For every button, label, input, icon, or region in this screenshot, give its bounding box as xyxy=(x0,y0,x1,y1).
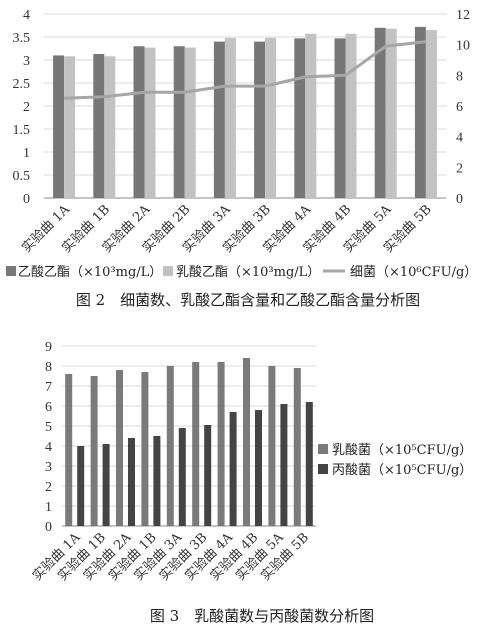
legend-swatch-lactate xyxy=(163,266,173,276)
bar-lactic-acid-bacteria xyxy=(90,376,98,526)
y-right-tick-label: 4 xyxy=(456,131,463,146)
bar-acetate xyxy=(414,26,426,198)
bar-lactate xyxy=(64,56,76,198)
bar-acetate xyxy=(173,46,185,199)
y-right-tick-label: 2 xyxy=(456,161,463,176)
y-tick-label: 1 xyxy=(45,500,52,515)
y-left-tick-label: 2.5 xyxy=(13,77,31,92)
bar-acetate xyxy=(53,55,65,199)
y-right-tick-label: 12 xyxy=(456,8,470,23)
bar-lactic-acid-bacteria xyxy=(166,366,174,526)
bar-acetate xyxy=(374,27,386,198)
y-right-tick-label: 8 xyxy=(456,69,463,84)
y-left-tick-label: 0 xyxy=(23,192,30,207)
y-right-tick-label: 6 xyxy=(456,100,463,115)
y-left-tick-label: 3.5 xyxy=(13,31,31,46)
bar-lactate xyxy=(385,28,397,198)
y-tick-label: 4 xyxy=(45,440,52,455)
bar-lactic-acid-bacteria xyxy=(65,374,73,526)
bar-propionic-acid-bacteria xyxy=(204,425,212,526)
y-left-tick-label: 2 xyxy=(23,100,30,115)
bar-lactic-acid-bacteria xyxy=(268,366,276,526)
bar-propionic-acid-bacteria xyxy=(128,438,135,526)
bar-propionic-acid-bacteria xyxy=(77,446,85,526)
y-left-tick-label: 3 xyxy=(23,54,30,69)
y-tick-label: 0 xyxy=(45,520,52,535)
bar-propionic-acid-bacteria xyxy=(280,404,288,526)
bar-acetate xyxy=(133,46,145,199)
y-right-tick-label: 0 xyxy=(456,192,463,207)
bar-lactate xyxy=(184,47,196,198)
bar-lactate xyxy=(265,37,277,198)
bar-lactic-acid-bacteria xyxy=(141,372,149,526)
bar-lactate xyxy=(305,33,317,198)
bar-propionic-acid-bacteria xyxy=(153,436,161,526)
y-tick-label: 5 xyxy=(45,420,52,435)
y-tick-label: 7 xyxy=(45,380,52,395)
caption-figure-3: 图 3 乳酸菌数与丙酸菌数分析图 xyxy=(150,607,374,625)
bar-lactic-acid-bacteria xyxy=(293,368,301,526)
bar-lactic-acid-bacteria xyxy=(192,362,200,526)
y-right-tick-label: 10 xyxy=(456,39,470,54)
y-tick-label: 9 xyxy=(45,340,52,355)
bar-propionic-acid-bacteria xyxy=(229,412,237,526)
bar-propionic-acid-bacteria xyxy=(102,444,110,526)
line-bacteria xyxy=(64,40,427,100)
legend-label-acetate: 乙酸乙酯（×10³mg/L） xyxy=(18,265,162,280)
legend-label-lab: 乳酸菌（×10⁵CFU/g） xyxy=(332,443,472,458)
bar-propionic-acid-bacteria xyxy=(178,428,186,526)
bar-lactate xyxy=(224,37,236,198)
bar-lactate xyxy=(345,33,357,198)
bar-acetate xyxy=(334,38,346,198)
bar-acetate xyxy=(294,38,306,198)
y-tick-label: 6 xyxy=(45,400,52,415)
y-tick-label: 3 xyxy=(45,460,52,475)
caption-figure-2: 图 2 细菌数、乳酸乙酯含量和乙酸乙酯含量分析图 xyxy=(76,291,420,309)
bar-lactic-acid-bacteria xyxy=(116,370,123,526)
legend-swatch-acetate xyxy=(6,266,16,276)
bar-lactate xyxy=(104,56,116,198)
bar-acetate xyxy=(213,41,225,198)
legend-label-lactate: 乳酸乙酯（×10³mg/L） xyxy=(176,265,320,280)
y-tick-label: 8 xyxy=(45,360,52,375)
chart-figure-2-legend: 乙酸乙酯（×10³mg/L） 乳酸乙酯（×10³mg/L） 细菌（×10⁶CFU… xyxy=(6,265,477,280)
legend-label-pab: 丙酸菌（×10⁵CFU/g） xyxy=(332,463,472,478)
bar-propionic-acid-bacteria xyxy=(305,402,313,526)
bar-propionic-acid-bacteria xyxy=(255,410,262,526)
y-left-tick-label: 1 xyxy=(23,146,30,161)
legend-swatch-pab xyxy=(318,464,328,474)
legend-swatch-lab xyxy=(318,444,328,454)
bar-lactic-acid-bacteria xyxy=(217,362,225,526)
bar-acetate xyxy=(93,54,105,198)
y-left-tick-label: 1.5 xyxy=(13,123,31,138)
bar-lactic-acid-bacteria xyxy=(243,358,250,526)
bar-lactate xyxy=(425,30,437,198)
legend-label-bacteria: 细菌（×10⁶CFU/g） xyxy=(350,265,477,280)
y-tick-label: 2 xyxy=(45,480,52,495)
bar-lactate xyxy=(144,47,156,198)
y-left-tick-label: 0.5 xyxy=(13,169,31,184)
chart-figure-3-legend: 乳酸菌（×10⁵CFU/g） 丙酸菌（×10⁵CFU/g） xyxy=(318,443,472,478)
y-left-tick-label: 4 xyxy=(23,8,30,23)
bar-acetate xyxy=(254,41,266,198)
